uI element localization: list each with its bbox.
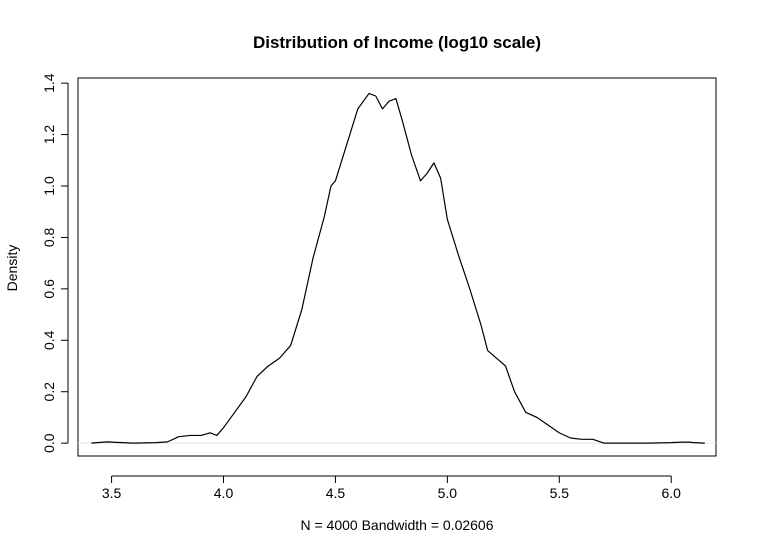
chart-title: Distribution of Income (log10 scale) bbox=[253, 33, 541, 52]
x-tick-label: 6.0 bbox=[661, 485, 681, 501]
x-tick-label: 3.5 bbox=[102, 485, 122, 501]
y-tick-label: 1.4 bbox=[41, 73, 57, 93]
x-axis: 3.5 4.0 4.5 5.0 5.5 6.0 bbox=[102, 475, 681, 501]
y-axis-label: Density bbox=[4, 245, 20, 292]
x-tick-label: 5.0 bbox=[438, 485, 458, 501]
x-tick-label: 4.5 bbox=[326, 485, 346, 501]
x-tick-label: 4.0 bbox=[214, 485, 234, 501]
plot-frame bbox=[77, 77, 717, 457]
y-tick-label: 0.8 bbox=[41, 227, 57, 247]
y-tick-label: 0.4 bbox=[41, 330, 57, 350]
x-tick-label: 5.5 bbox=[550, 485, 570, 501]
x-axis-label: N = 4000 Bandwidth = 0.02606 bbox=[300, 517, 493, 533]
y-axis: 0.0 0.2 0.4 0.6 0.8 1.0 1.2 1.4 bbox=[41, 73, 69, 453]
y-tick-label: 0.6 bbox=[41, 279, 57, 299]
y-tick-label: 0.0 bbox=[41, 433, 57, 453]
y-tick-label: 1.0 bbox=[41, 176, 57, 196]
density-line bbox=[91, 92, 705, 444]
y-tick-label: 1.2 bbox=[41, 125, 57, 145]
y-tick-label: 0.2 bbox=[41, 382, 57, 402]
